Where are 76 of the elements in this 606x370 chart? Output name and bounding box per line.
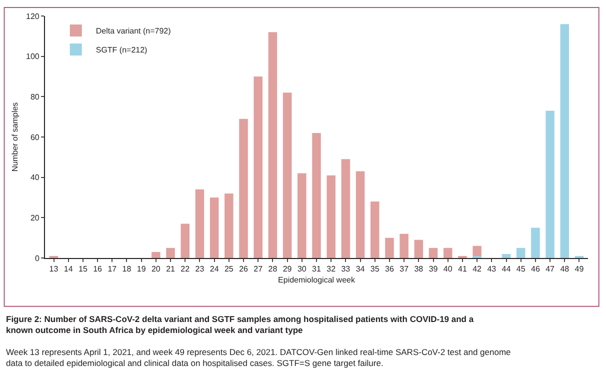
bar <box>312 132 321 258</box>
x-tick-label: 43 <box>487 264 497 274</box>
bar <box>298 173 306 258</box>
x-tick-label: 17 <box>108 264 118 274</box>
x-tick-label: 42 <box>472 264 482 274</box>
x-tick-label: 26 <box>239 264 249 274</box>
x-tick-label: 13 <box>49 264 59 274</box>
x-tick-label: 27 <box>254 264 264 274</box>
x-tick-label: 48 <box>560 264 570 274</box>
x-tick-label: 15 <box>78 264 88 274</box>
x-axis-title: Epidemiological week <box>278 276 356 285</box>
x-tick-label: 22 <box>180 264 190 274</box>
y-tick-label: 60 <box>30 132 40 142</box>
x-tick-label: 20 <box>151 264 161 274</box>
x-tick-label: 36 <box>385 264 394 274</box>
x-tick-label: 18 <box>122 264 132 274</box>
x-tick-label: 33 <box>341 264 351 274</box>
x-tick-label: 40 <box>443 264 453 274</box>
x-tick-label: 21 <box>166 264 176 274</box>
bar <box>341 159 350 258</box>
x-tick-label: 32 <box>326 264 336 274</box>
bar <box>560 24 570 258</box>
bar <box>166 248 175 258</box>
bar <box>414 240 424 258</box>
bar <box>370 202 380 258</box>
bar <box>385 238 394 258</box>
bar <box>224 193 234 258</box>
y-tick-label: 80 <box>30 92 40 102</box>
x-tick-label: 24 <box>210 264 220 274</box>
x-tick-label: 28 <box>268 264 278 274</box>
x-tick-label: 49 <box>574 264 584 274</box>
bar <box>546 110 554 258</box>
x-tick-label: 14 <box>64 264 74 274</box>
x-tick-label: 45 <box>516 264 526 274</box>
x-tick-label: 30 <box>297 264 307 274</box>
bar <box>326 175 336 258</box>
bar <box>443 248 452 258</box>
y-tick-label: 120 <box>26 12 40 21</box>
bar <box>400 234 408 258</box>
x-tick-label: 31 <box>312 264 322 274</box>
bar <box>254 76 262 258</box>
bar <box>502 254 511 258</box>
text: Figure 2: Number of SARS-CoV-2 delta variant and SGTF samples among hospitalised patients with COVID-19 and a known outcome in South Africa by epidemiological week and variant type <box>6 314 474 336</box>
x-tick-label: 25 <box>224 264 234 274</box>
x-tick-label: 46 <box>530 264 540 274</box>
y-tick-label: 40 <box>30 173 40 182</box>
bar <box>428 248 438 258</box>
x-tick-label: 34 <box>356 264 366 274</box>
bar <box>210 198 219 258</box>
text: Week 13 represents April 1, 2021, and week 49 represents Dec 6, 2021. DATCOV-Gen linked real-time SARS-CoV-2 test and genome data to detailed epidemiological and clinical data on hospitalised cases. SGTF=S gene target failure. <box>6 347 512 368</box>
x-tick-label: 19 <box>136 264 146 274</box>
bar <box>531 228 540 258</box>
x-tick-label: 35 <box>370 264 380 274</box>
x-tick-label: 16 <box>93 264 103 274</box>
x-tick-label: 39 <box>428 264 438 274</box>
legend-label: Delta variant (n=792) <box>96 26 172 36</box>
bar <box>152 252 160 258</box>
x-tick-label: 44 <box>502 264 512 274</box>
y-tick-label: 20 <box>30 213 40 222</box>
bar <box>195 189 204 258</box>
bar <box>356 171 365 258</box>
x-tick-label: 29 <box>282 264 292 274</box>
x-tick-label: 37 <box>400 264 410 274</box>
bar <box>239 118 248 258</box>
y-tick-label: 0 <box>34 254 40 263</box>
x-tick-label: 38 <box>414 264 424 274</box>
x-tick-label: 41 <box>458 264 468 274</box>
x-tick-label: 23 <box>195 264 205 274</box>
y-axis-title: Number of samples <box>10 102 20 172</box>
y-tick-label: 100 <box>26 52 40 62</box>
bar <box>516 248 526 258</box>
bar <box>180 224 190 258</box>
legend-label: SGTF (n=212) <box>96 46 148 55</box>
bar <box>282 92 292 258</box>
bar <box>268 32 278 258</box>
x-tick-label: 47 <box>546 264 556 274</box>
